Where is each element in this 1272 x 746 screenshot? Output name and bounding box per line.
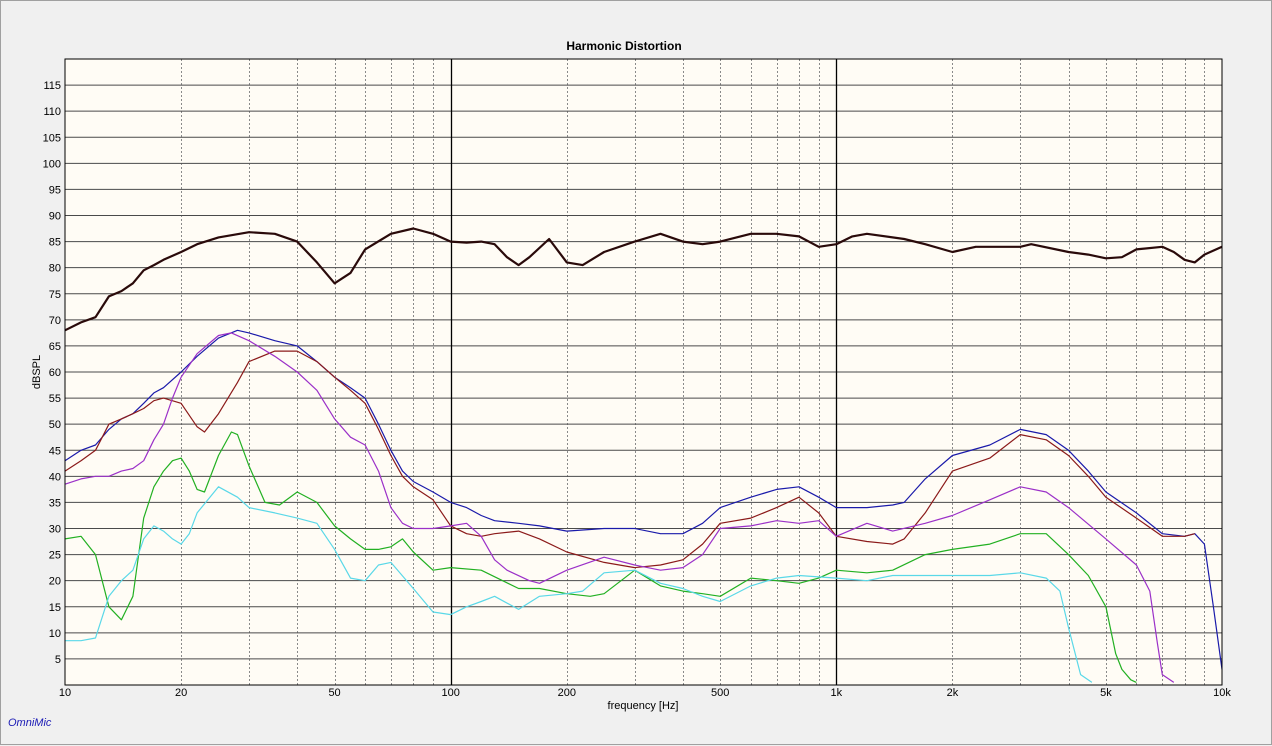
major-gridlines (65, 59, 1222, 685)
x-tick-label: 10 (59, 687, 71, 699)
y-tick-label: 20 (49, 576, 61, 588)
y-tick-label: 40 (49, 471, 61, 483)
x-tick-labels: 10 20 50 100 200 500 1k 2k 5k 10k (59, 687, 1231, 699)
x-tick-label: 20 (175, 687, 187, 699)
x-tick-label: 5k (1100, 687, 1112, 699)
y-tick-labels: 5 10 15 20 25 30 35 40 45 50 55 60 65 70 75 80 85 90 95 100… (43, 80, 61, 666)
x-tick-label: 500 (711, 687, 729, 699)
y-tick-label: 45 (49, 445, 61, 457)
y-tick-label: 15 (49, 602, 61, 614)
y-tick-label: 50 (49, 419, 61, 431)
series-line-6 (65, 486, 1093, 683)
y-tick-label: 35 (49, 497, 61, 509)
y-tick-label: 55 (49, 393, 61, 405)
x-tick-label: 10k (1213, 687, 1231, 699)
y-tick-label: 115 (43, 80, 61, 92)
series-line-1 (64, 227, 1223, 332)
series-line-2 (64, 329, 1223, 670)
y-tick-label: 105 (43, 132, 61, 144)
x-tick-label: 50 (328, 687, 340, 699)
series-layer (64, 227, 1223, 683)
y-tick-label: 65 (49, 341, 61, 353)
x-axis-label: frequency [Hz] (608, 700, 679, 712)
y-tick-label: 90 (49, 211, 61, 223)
series-line-3 (64, 350, 1195, 569)
series-line-5 (64, 431, 1137, 683)
y-tick-label: 75 (49, 289, 61, 301)
x-tick-label: 200 (558, 687, 576, 699)
x-tick-label: 2k (947, 687, 959, 699)
y-tick-label: 10 (49, 628, 61, 640)
y-axis-label: dBSPL (31, 355, 43, 389)
chart-title: Harmonic Distortion (566, 39, 681, 53)
y-tick-label: 25 (49, 550, 61, 562)
y-tick-label: 85 (49, 237, 61, 249)
x-tick-label: 1k (831, 687, 843, 699)
y-tick-label: 95 (49, 184, 61, 196)
y-tick-label: 70 (49, 315, 61, 327)
y-tick-label: 110 (43, 106, 61, 118)
x-tick-label: 100 (441, 687, 459, 699)
y-tick-label: 5 (55, 654, 61, 666)
y-tick-label: 30 (49, 524, 61, 536)
y-tick-label: 100 (43, 158, 61, 170)
y-tick-label: 80 (49, 263, 61, 275)
series-line-4 (64, 332, 1175, 683)
brand-label: OmniMic (8, 717, 52, 729)
y-tick-label: 60 (49, 367, 61, 379)
plot-border (64, 58, 1223, 686)
